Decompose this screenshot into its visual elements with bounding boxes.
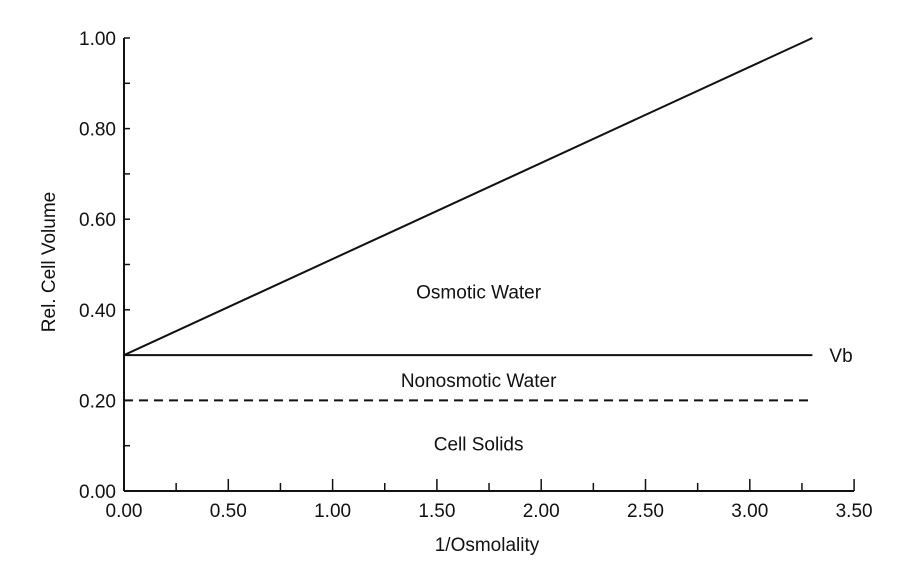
y-tick-label: 0.20 bbox=[79, 391, 116, 412]
x-tick-label: 2.00 bbox=[523, 501, 560, 522]
y-tick-label: 0.60 bbox=[79, 210, 116, 231]
x-tick-label: 3.00 bbox=[731, 501, 768, 522]
x-tick-label: 2.50 bbox=[627, 501, 664, 522]
y-tick-label: 0.80 bbox=[79, 120, 116, 141]
y-tick-label: 0.00 bbox=[79, 482, 116, 503]
series-line-0 bbox=[123, 37, 813, 357]
x-axis-label: 1/Osmolality bbox=[435, 535, 540, 556]
annotation: Nonosmotic Water bbox=[401, 371, 557, 392]
y-tick-label: 1.00 bbox=[79, 29, 116, 50]
annotation: Cell Solids bbox=[434, 434, 524, 455]
x-tick-label: 0.00 bbox=[106, 501, 143, 522]
x-tick-label: 3.50 bbox=[836, 501, 873, 522]
x-tick-label: 0.50 bbox=[210, 501, 247, 522]
annotation: Osmotic Water bbox=[416, 283, 542, 304]
y-axis-label: Rel. Cell Volume bbox=[39, 192, 60, 332]
y-tick-label: 0.40 bbox=[79, 301, 116, 322]
annotation: Vb bbox=[829, 346, 852, 367]
x-tick-label: 1.00 bbox=[314, 501, 351, 522]
x-tick-label: 1.50 bbox=[418, 501, 455, 522]
